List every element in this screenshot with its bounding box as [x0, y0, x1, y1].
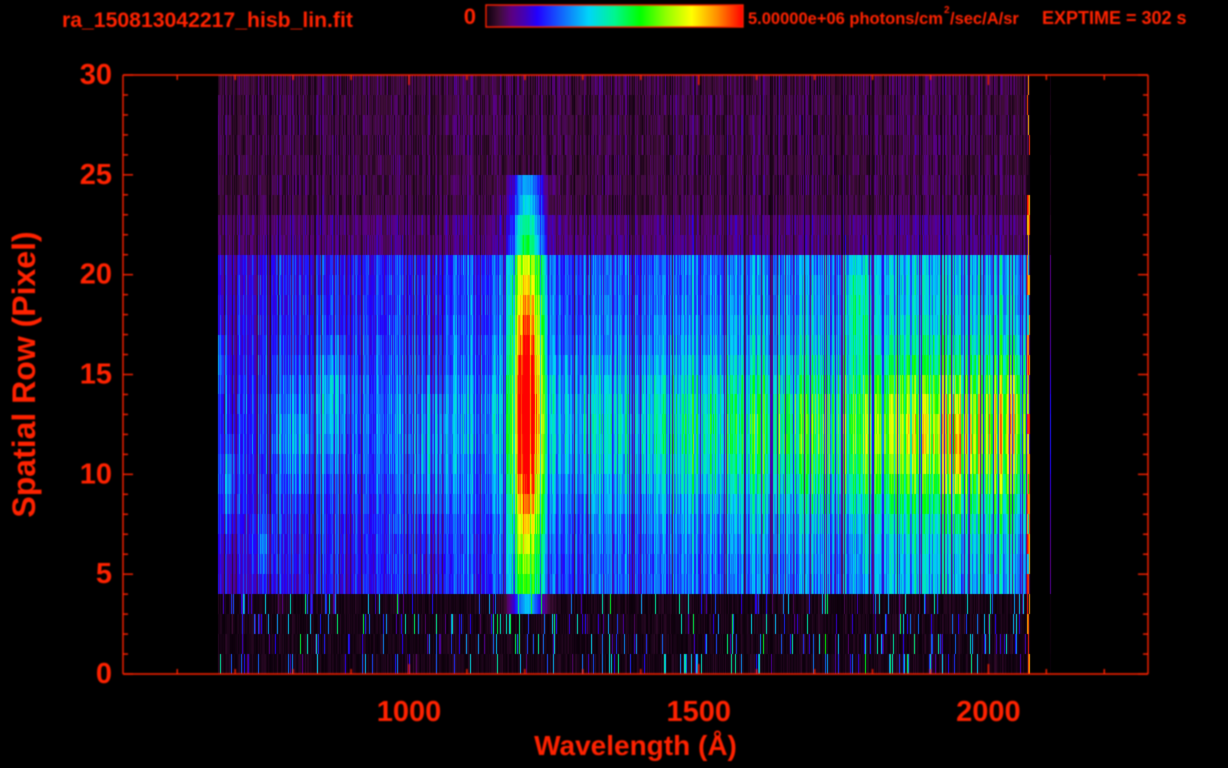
svg-text:20: 20	[80, 259, 112, 291]
svg-text:EXPTIME = 302 s: EXPTIME = 302 s	[1042, 8, 1187, 28]
svg-text:Spatial Row (Pixel): Spatial Row (Pixel)	[6, 231, 42, 517]
svg-text:30: 30	[80, 59, 112, 91]
svg-text:0: 0	[464, 4, 476, 29]
svg-text:10: 10	[80, 458, 112, 490]
svg-text:1500: 1500	[666, 696, 731, 728]
svg-text:/sec/A/sr: /sec/A/sr	[950, 10, 1019, 28]
svg-text:5: 5	[96, 558, 112, 590]
svg-text:15: 15	[80, 359, 112, 391]
svg-text:2000: 2000	[956, 696, 1021, 728]
svg-text:1000: 1000	[377, 696, 442, 728]
svg-text:5.00000e+06 photons/cm: 5.00000e+06 photons/cm	[748, 10, 943, 28]
svg-text:0: 0	[96, 658, 112, 690]
svg-text:ra_150813042217_hisb_lin.fit: ra_150813042217_hisb_lin.fit	[62, 9, 353, 32]
svg-text:Wavelength (Å): Wavelength (Å)	[534, 730, 737, 761]
svg-text:25: 25	[80, 159, 112, 191]
